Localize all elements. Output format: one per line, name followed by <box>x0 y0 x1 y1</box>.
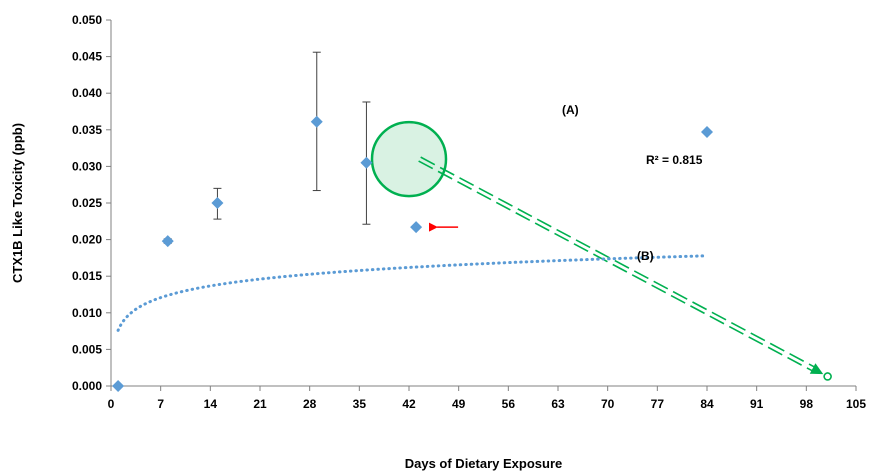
y-tick-label: 0.005 <box>72 342 102 356</box>
y-tick-label: 0.035 <box>72 123 102 137</box>
data-point <box>211 197 224 209</box>
x-tick-label: 0 <box>108 397 115 411</box>
label-b: (B) <box>637 249 654 263</box>
y-tick-label: 0.040 <box>72 86 102 100</box>
r-squared-label: R² = 0.815 <box>646 153 703 167</box>
x-tick-label: 84 <box>700 397 714 411</box>
x-tick-label: 7 <box>157 397 164 411</box>
x-tick-label: 49 <box>452 397 466 411</box>
x-tick-label: 105 <box>846 397 866 411</box>
y-tick-label: 0.010 <box>72 306 102 320</box>
data-point <box>310 115 323 128</box>
data-point <box>112 380 125 392</box>
y-axis-title: CTX1B Like Toxicity (ppb) <box>10 123 25 283</box>
highlight-circle <box>370 120 448 198</box>
x-tick-label: 77 <box>651 397 665 411</box>
x-tick-label: 14 <box>204 397 218 411</box>
x-tick-label: 35 <box>353 397 367 411</box>
x-tick-label: 42 <box>402 397 416 411</box>
y-tick-label: 0.015 <box>72 269 102 283</box>
data-point <box>701 125 713 138</box>
x-tick-label: 21 <box>253 397 267 411</box>
projection-arrowhead <box>809 363 824 375</box>
x-axis-title: Days of Dietary Exposure <box>405 456 563 471</box>
x-tick-label: 70 <box>601 397 615 411</box>
log-trendline <box>116 254 709 332</box>
projection-end-marker <box>823 372 832 381</box>
x-tick-label: 28 <box>303 397 317 411</box>
error-bars <box>163 51 371 244</box>
y-tick-label: 0.000 <box>72 379 102 393</box>
projection-line-stroke <box>418 160 815 373</box>
projection-line-b <box>418 156 832 381</box>
y-tick-label: 0.045 <box>72 50 102 64</box>
data-point <box>360 156 373 169</box>
x-ticks: 0 7 14 21 28 35 42 49 56 63 70 77 84 91 98 105 <box>108 386 866 411</box>
projection-line-stroke <box>420 156 817 369</box>
y-tick-label: 0.020 <box>72 233 102 247</box>
y-tick-label: 0.050 <box>72 13 102 27</box>
data-point <box>161 235 174 248</box>
y-tick-label: 0.025 <box>72 196 102 210</box>
y-ticks: 0.000 0.005 0.010 0.015 0.020 0.025 0.030 0.035… <box>72 13 111 393</box>
x-tick-label: 63 <box>551 397 565 411</box>
x-tick-label: 91 <box>750 397 764 411</box>
data-points <box>112 115 713 392</box>
x-tick-label: 98 <box>800 397 814 411</box>
label-a: (A) <box>562 103 579 117</box>
y-tick-label: 0.030 <box>72 159 102 173</box>
x-tick-label: 56 <box>502 397 516 411</box>
outlier-point <box>410 221 423 234</box>
